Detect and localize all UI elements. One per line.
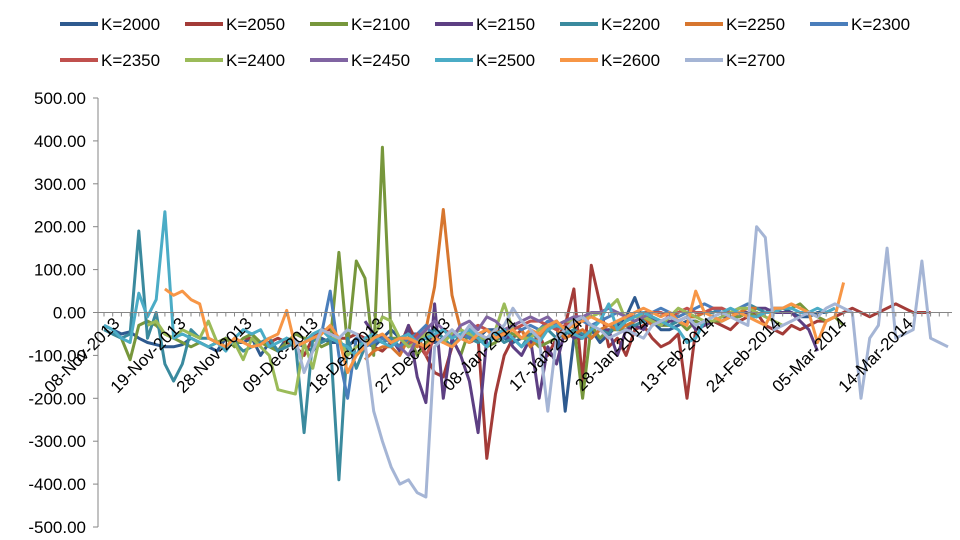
legend-label-k-2300: K=2300 (851, 15, 910, 34)
legend-label-k-2500: K=2500 (476, 51, 535, 70)
y-tick-label: 300.00 (34, 175, 86, 194)
legend-label-k-2250: K=2250 (726, 15, 785, 34)
legend-label-k-2000: K=2000 (101, 15, 160, 34)
legend-label-k-2200: K=2200 (601, 15, 660, 34)
y-tick-label: 100.00 (34, 261, 86, 280)
legend-label-k-2050: K=2050 (226, 15, 285, 34)
y-tick-label: 200.00 (34, 218, 86, 237)
y-tick-label: 500.00 (34, 89, 86, 108)
legend-label-k-2600: K=2600 (601, 51, 660, 70)
chart-legend: K=2000 K=2050 K=2100 K=2150 K=2200 K=2250 K=23… (60, 15, 910, 70)
y-tick-label: -200.00 (28, 389, 86, 408)
legend-label-k-2700: K=2700 (726, 51, 785, 70)
y-axis: 500.00 400.00 300.00 200.00 100.00 0.00 -100.0… (28, 89, 99, 537)
y-tick-label: -300.00 (28, 432, 86, 451)
y-tick-label: 0.00 (53, 304, 86, 323)
legend-label-k-2150: K=2150 (476, 15, 535, 34)
legend-label-k-2350: K=2350 (101, 51, 160, 70)
y-tick-label: -100.00 (28, 346, 86, 365)
plot-area (103, 145, 949, 499)
legend-label-k-2450: K=2450 (351, 51, 410, 70)
series-line-k-2700 (293, 225, 949, 499)
legend-label-k-2400: K=2400 (226, 51, 285, 70)
y-tick-label: -400.00 (28, 475, 86, 494)
y-tick-label: 400.00 (34, 132, 86, 151)
legend-label-k-2100: K=2100 (351, 15, 410, 34)
y-tick-label: -500.00 (28, 518, 86, 537)
